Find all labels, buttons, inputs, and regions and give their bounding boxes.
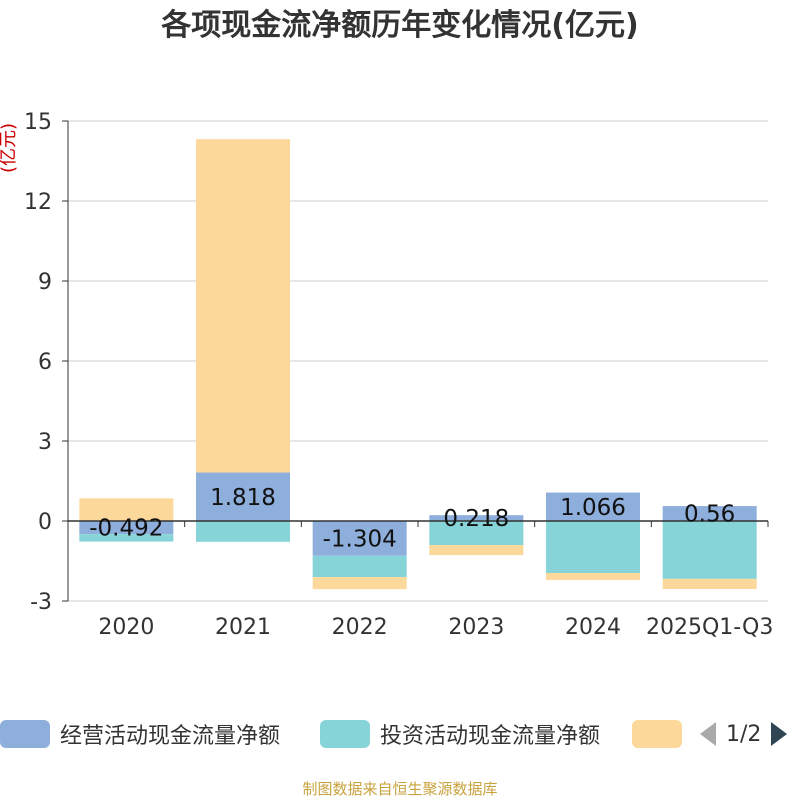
data-label: 1.066 xyxy=(560,495,626,521)
bar-series0-2020 xyxy=(79,521,174,535)
legend-swatch-financing xyxy=(632,720,682,748)
next-page-icon[interactable] xyxy=(771,722,788,746)
bar-series2-2024 xyxy=(546,573,640,580)
bar-series0-2025Q1-Q3 xyxy=(662,506,757,521)
legend-label-operating: 经营活动现金流量净额 xyxy=(60,724,281,749)
bar-series2-2021 xyxy=(196,139,290,473)
legend-label-investing: 投资活动现金流量净额 xyxy=(380,724,601,749)
bar-series1-2022 xyxy=(312,555,407,578)
y-tick-label: 3 xyxy=(38,430,52,455)
data-label: 1.818 xyxy=(210,485,276,511)
y-axis-label: (亿元) xyxy=(0,123,19,173)
y-tick-label: 12 xyxy=(24,190,52,215)
bar-series0-2022 xyxy=(312,521,407,556)
x-tick-label: 2020 xyxy=(98,615,154,640)
bar-series1-2020 xyxy=(79,534,174,542)
bar-series0-2024 xyxy=(546,492,640,521)
x-tick-label: 2025Q1-Q3 xyxy=(646,615,773,640)
legend-item-investing[interactable]: 投资活动现金流量净额 xyxy=(320,714,600,754)
legend-swatch-investing xyxy=(320,720,370,748)
bar-series1-2023 xyxy=(429,521,524,545)
data-label: -0.492 xyxy=(89,516,163,542)
bar-series2-2025Q1-Q3 xyxy=(662,578,757,589)
x-tick-label: 2023 xyxy=(448,615,504,640)
bar-series1-2025Q1-Q3 xyxy=(662,521,757,579)
bar-series1-2024 xyxy=(546,521,640,573)
legend: 经营活动现金流量净额 投资活动现金流量净额 xyxy=(0,714,800,754)
prev-page-icon[interactable] xyxy=(700,722,716,746)
bar-series0-2023 xyxy=(429,515,524,521)
bar-series1-2021 xyxy=(196,521,290,542)
x-tick-label: 2024 xyxy=(565,615,621,640)
legend-pager: 1/2 xyxy=(700,714,788,754)
y-tick-label: 9 xyxy=(38,270,52,295)
legend-item-operating[interactable]: 经营活动现金流量净额 xyxy=(0,714,280,754)
legend-item-financing[interactable] xyxy=(632,714,692,754)
data-label: -1.304 xyxy=(323,526,397,552)
bar-series2-2022 xyxy=(312,577,407,590)
y-tick-label: 0 xyxy=(38,510,52,535)
y-tick-label: -3 xyxy=(30,590,52,615)
legend-page-indicator: 1/2 xyxy=(726,721,762,747)
bar-series2-2020 xyxy=(79,498,174,521)
data-label: 0.56 xyxy=(684,502,735,528)
x-tick-label: 2021 xyxy=(215,615,271,640)
bar-series2-2023 xyxy=(429,545,524,556)
source-note: 制图数据来自恒生聚源数据库 xyxy=(302,780,498,798)
x-tick-label: 2022 xyxy=(332,615,388,640)
bar-series0-2021 xyxy=(196,472,290,521)
y-tick-label: 15 xyxy=(24,110,52,135)
chart-title: 各项现金流净额历年变化情况(亿元) xyxy=(161,8,639,43)
y-tick-label: 6 xyxy=(38,350,52,375)
data-label: 0.218 xyxy=(443,506,509,532)
legend-swatch-operating xyxy=(0,720,50,748)
